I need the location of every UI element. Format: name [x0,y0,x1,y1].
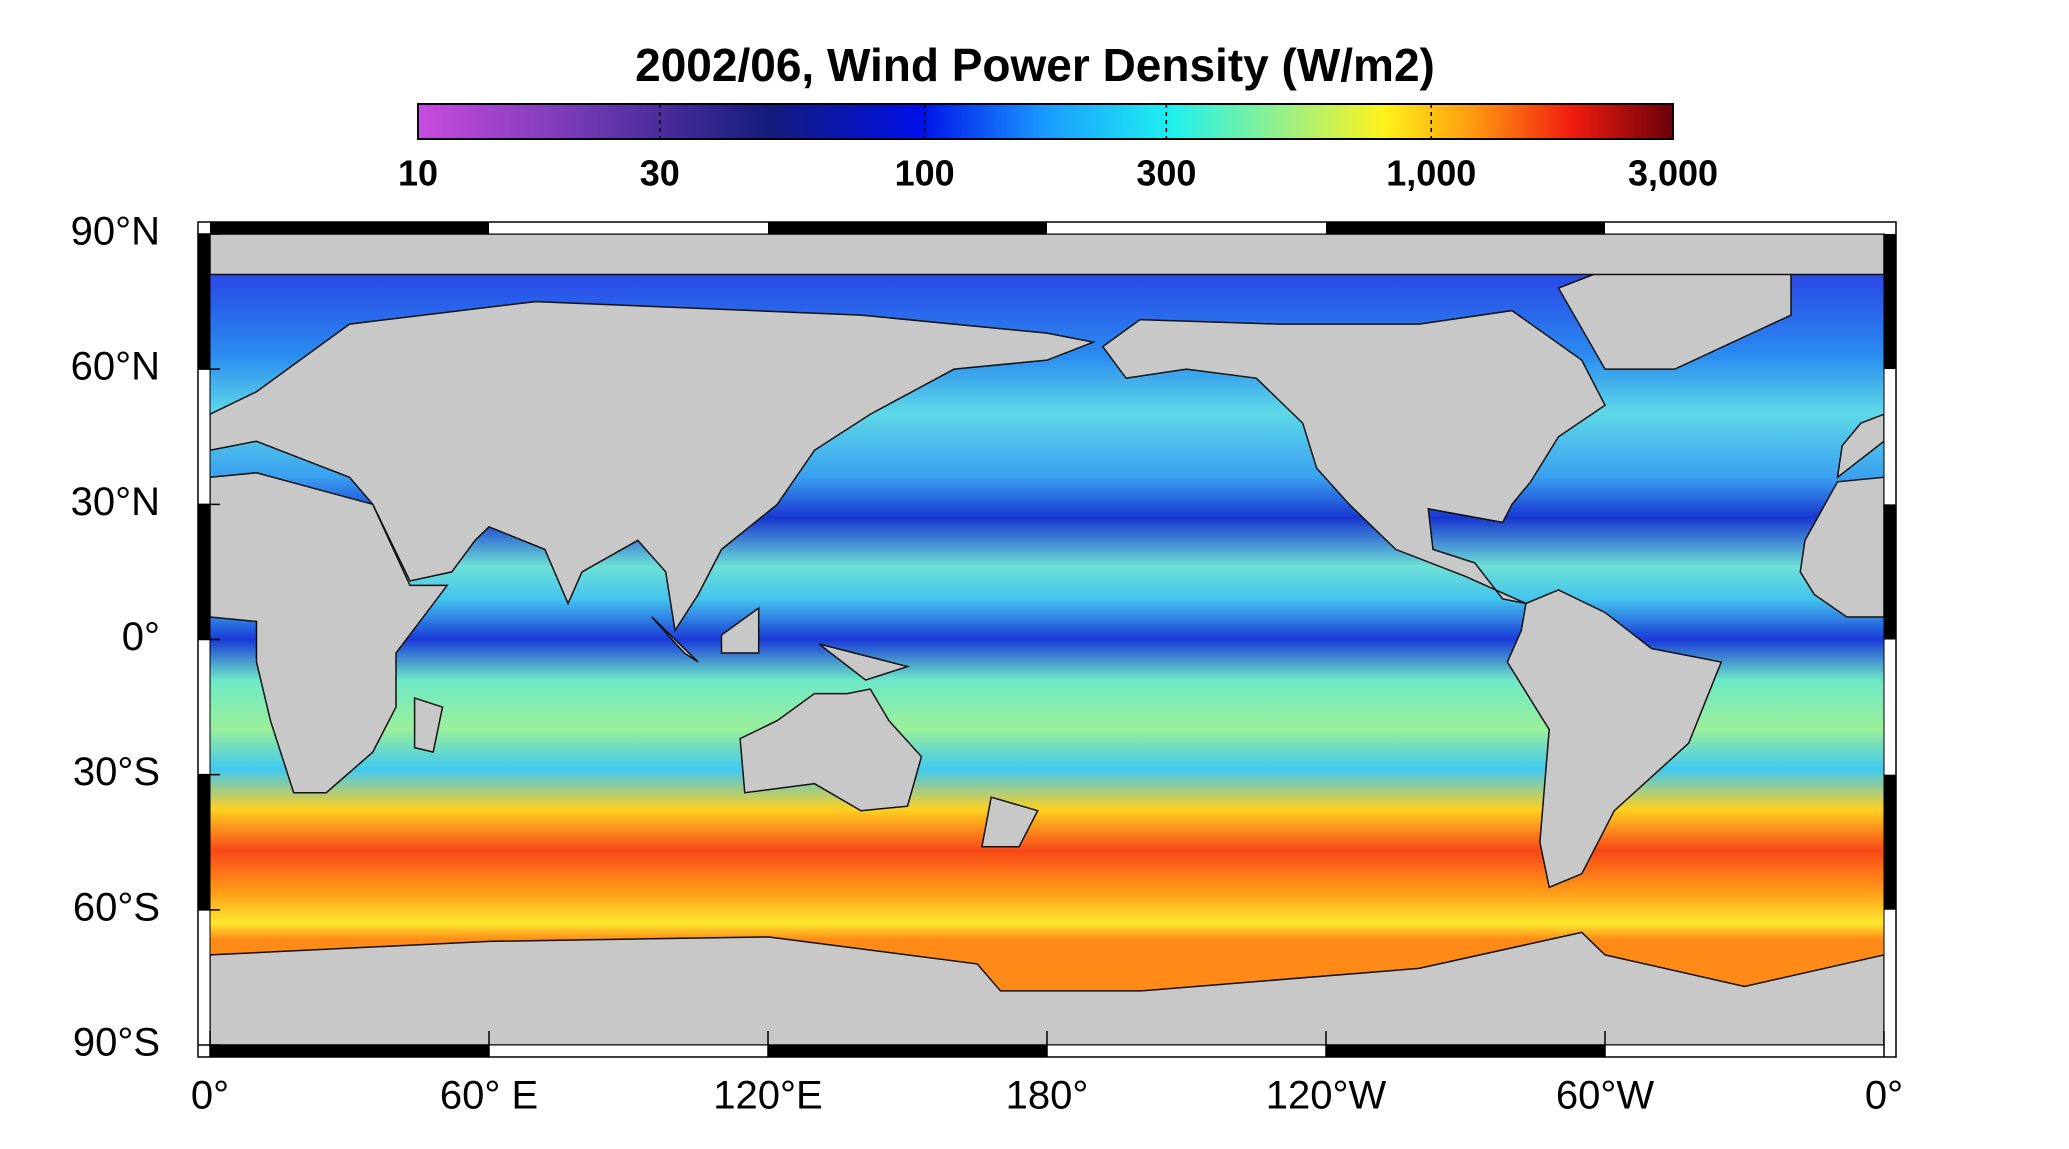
frame-segment [1047,1045,1326,1057]
colorbar-tick-label: 3,000 [1628,153,1718,194]
frame-segment [768,222,1047,234]
x-tick-label: 60° E [440,1074,538,1118]
frame-segment [1605,1045,1884,1057]
x-tick-label: 120°W [1266,1074,1387,1118]
frame-segment [1047,222,1326,234]
frame-segment [489,1045,768,1057]
frame-segment [198,234,210,370]
frame-segment [1884,774,1896,910]
land [1101,309,1606,605]
land [980,796,1039,848]
land [651,616,699,663]
land [209,472,449,794]
x-tick-label: 0° [1865,1074,1903,1118]
colorbar-tick-label: 30 [640,153,680,194]
colorbar-tick-label: 300 [1136,153,1196,194]
x-tick-label: 180° [1006,1074,1089,1118]
frame-segment [198,639,210,775]
land [818,643,911,681]
land [1836,413,1885,480]
frame-segment [210,1045,489,1057]
x-tick-label: 120°E [713,1074,822,1118]
frame-segment [198,504,210,640]
colorbar-tick-label: 1,000 [1386,153,1476,194]
land [209,233,1885,276]
frame-segment [1884,369,1896,505]
map-area: 0° 60° E 120°E 180° 120°W 60°W 0° 90°N 60°N 30°N 0… [71,210,1904,1118]
land [209,300,1097,633]
colorbar [417,103,1674,140]
colorbar-tick-label: 100 [895,153,955,194]
land [720,606,760,654]
land [739,688,923,812]
y-tick-label: 30°N [71,480,160,524]
x-tick-label: 0° [191,1074,229,1118]
frame-segment [198,774,210,910]
frame-segment [1326,1045,1605,1057]
y-tick-label: 60°S [73,885,160,929]
x-tick-label: 60°W [1556,1074,1654,1118]
frame-segment [489,222,768,234]
frame-segment [1884,234,1896,370]
map-title: 2002/06, Wind Power Density (W/m2) [635,39,1435,91]
frame-segment [1884,639,1896,775]
y-tick-label: 30°S [73,750,160,794]
frame-segment [210,222,489,234]
colorbar-tick-label: 10 [398,153,438,194]
y-tick-label: 90°S [73,1021,160,1065]
frame-segment [198,369,210,505]
frame-segment [768,1045,1047,1057]
frame-segment [198,909,210,1045]
land [1506,589,1723,889]
frame-segment [1605,222,1884,234]
frame-segment [1884,909,1896,1045]
y-tick-label: 60°N [71,345,160,389]
frame-segment [1326,222,1605,234]
frame-segment [1884,504,1896,640]
y-tick-label: 90°N [71,210,160,254]
land [413,697,444,754]
y-tick-label: 0° [122,615,160,659]
